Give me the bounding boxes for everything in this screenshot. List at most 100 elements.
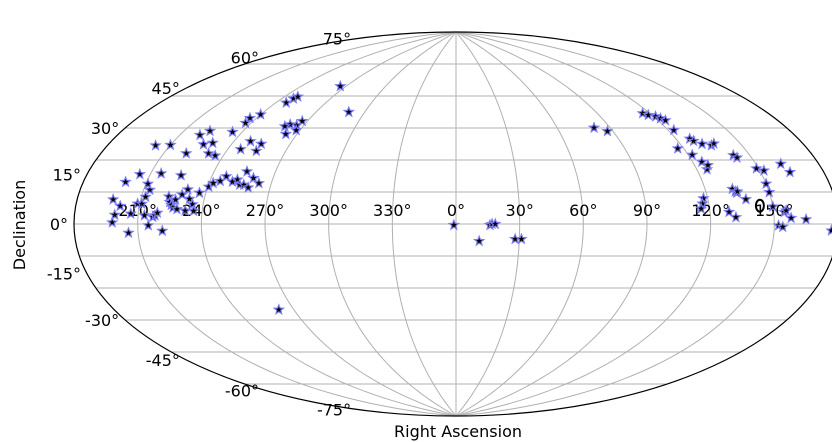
data-point [739, 192, 753, 205]
data-point [231, 173, 244, 185]
data-point [206, 136, 219, 149]
circle-marker [754, 198, 765, 213]
data-point [108, 208, 121, 221]
data-point [671, 142, 684, 154]
dec-tick-label: -15° [47, 265, 81, 284]
data-point [106, 215, 119, 228]
data-point [278, 119, 292, 132]
data-point [727, 148, 740, 161]
grid-lines [74, 32, 832, 416]
data-point [659, 113, 672, 126]
data-point [508, 232, 522, 245]
ra-grid-line [455, 32, 712, 416]
ra-grid-line [328, 32, 457, 416]
x-axis-label: Right Ascension [394, 422, 522, 441]
data-point [601, 124, 614, 137]
circle-markers [754, 198, 765, 213]
ra-tick-label: 270° [246, 201, 285, 220]
data-point [169, 193, 182, 205]
data-point [779, 204, 793, 216]
data-point [731, 184, 744, 197]
data-point [729, 210, 743, 223]
data-point [156, 224, 169, 237]
data-point [124, 207, 137, 219]
data-point [187, 204, 200, 217]
data-point [174, 168, 188, 181]
data-point [722, 205, 736, 218]
data-point [164, 138, 177, 151]
data-point [774, 157, 787, 170]
data-point [683, 132, 696, 145]
data-point [272, 303, 285, 315]
ra-tick-labels: 210° 240° 270° 300° 330° 0° 30° 60° 90° 120° 150° [118, 201, 793, 220]
data-point [214, 174, 227, 187]
data-point [252, 176, 266, 189]
data-point [766, 200, 779, 212]
ra-grid-line [455, 32, 584, 416]
ra-grid-line [264, 32, 457, 416]
data-point [667, 123, 680, 136]
data-point [237, 178, 250, 191]
dec-tick-label: 0° [50, 215, 68, 234]
data-point [170, 202, 184, 215]
data-point [759, 177, 773, 190]
data-point [202, 147, 215, 159]
data-point [197, 137, 210, 150]
ra-tick-label: 90° [633, 201, 661, 220]
data-point [654, 111, 667, 124]
data-point [143, 183, 157, 196]
data-point [701, 158, 715, 171]
data-point [825, 224, 832, 236]
data-point [142, 218, 155, 231]
data-point [776, 220, 789, 233]
data-point [254, 108, 267, 120]
data-point [207, 176, 220, 189]
data-point [183, 192, 196, 205]
dec-tick-label: 15° [53, 165, 81, 184]
data-point [241, 181, 255, 193]
ra-tick-label: 330° [373, 201, 412, 220]
data-point [186, 197, 199, 210]
data-point [133, 167, 147, 180]
data-point [163, 195, 176, 208]
data-point [139, 190, 152, 203]
ra-grid-line [455, 32, 521, 416]
dec-grid-lines [74, 63, 832, 385]
y-axis-label: Declination [10, 180, 29, 270]
data-point [279, 127, 292, 140]
data-point [202, 180, 215, 193]
data-point [250, 144, 263, 157]
data-point [106, 193, 120, 205]
dec-tick-label: -45° [146, 351, 180, 370]
data-point [342, 105, 355, 118]
data-point [697, 191, 710, 204]
data-point [694, 202, 708, 214]
dec-tick-label: 75° [323, 30, 351, 49]
data-point [226, 175, 239, 188]
dec-tick-labels: -75° -60° -45° -30° -15° 0° 15° 30° 45° 60° 75° [47, 30, 351, 420]
data-point [165, 198, 178, 211]
ra-grid-line [455, 32, 648, 416]
data-point [696, 197, 709, 209]
data-point [234, 142, 247, 155]
data-point [122, 226, 135, 239]
data-point [290, 123, 303, 136]
ra-tick-label: 30° [506, 201, 534, 220]
data-point [587, 121, 601, 134]
data-point [119, 175, 132, 188]
data-point [193, 128, 207, 141]
data-point [296, 114, 309, 127]
data-point [489, 217, 502, 230]
data-point [287, 92, 300, 104]
data-point [154, 167, 168, 179]
data-point [239, 116, 252, 129]
data-point [151, 206, 164, 219]
dec-tick-label: -60° [225, 381, 259, 400]
data-point [515, 232, 528, 245]
data-point [255, 137, 268, 150]
data-point [226, 125, 239, 138]
data-point [162, 190, 176, 202]
data-point [181, 183, 195, 195]
data-point [203, 124, 217, 137]
data-point [149, 139, 162, 151]
